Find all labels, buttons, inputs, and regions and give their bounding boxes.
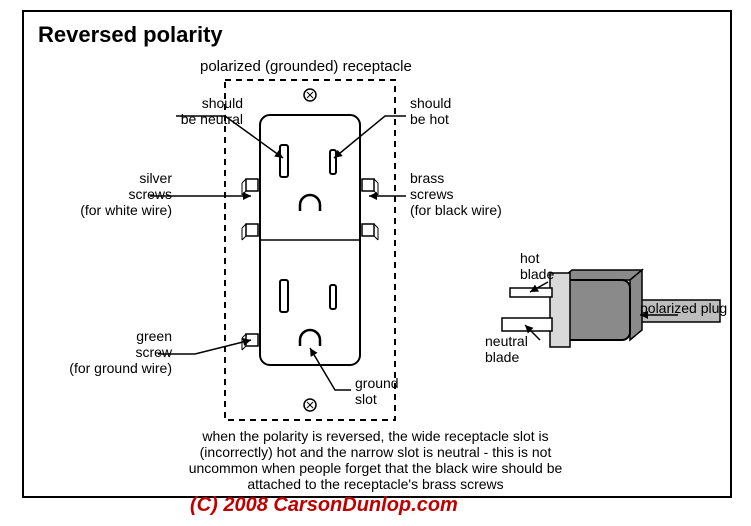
caption: when the polarity is reversed, the wide … [0, 428, 751, 492]
label-polarized-plug: polarized plug [640, 300, 727, 316]
page: Reversed polarity polarized (grounded) r… [0, 0, 751, 526]
label-hot-blade: hot blade [520, 250, 554, 282]
label-should-be-neutral: should be neutral [103, 95, 243, 127]
label-should-be-hot: should be hot [410, 95, 451, 127]
page-title: Reversed polarity [38, 22, 223, 48]
label-brass-screws: brass screws (for black wire) [410, 170, 502, 218]
label-ground-slot: ground slot [355, 375, 399, 407]
label-neutral-blade: neutral blade [485, 333, 528, 365]
copyright: (C) 2008 CarsonDunlop.com [190, 494, 458, 517]
label-green-screw: green screw (for ground wire) [32, 328, 172, 376]
label-silver-screws: silver screws (for white wire) [32, 170, 172, 218]
subtitle: polarized (grounded) receptacle [200, 58, 412, 75]
